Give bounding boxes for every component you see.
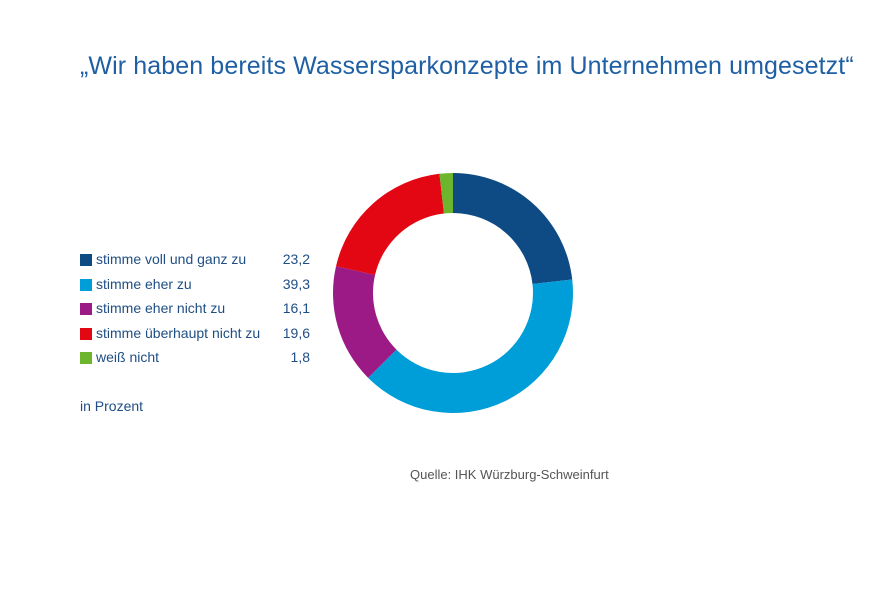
legend-item: weiß nicht 1,8: [80, 348, 310, 373]
legend-item: stimme eher nicht zu 16,1: [80, 299, 310, 324]
donut-slice: [453, 173, 573, 284]
legend-item: stimme überhaupt nicht zu 19,6: [80, 324, 310, 349]
legend-label: stimme eher zu: [96, 275, 192, 292]
legend-swatch: [80, 254, 92, 266]
legend-item: stimme eher zu 39,3: [80, 275, 310, 300]
donut-slice: [439, 173, 453, 214]
source-note: Quelle: IHK Würzburg-Schweinfurt: [410, 467, 609, 482]
chart-title: „Wir haben bereits Wassersparkonzepte im…: [80, 52, 854, 80]
donut-slice: [333, 266, 397, 378]
legend-swatch: [80, 278, 92, 291]
legend-item: stimme voll und ganz zu 23,2: [80, 250, 310, 275]
legend-label: stimme überhaupt nicht zu: [96, 324, 261, 341]
legend-value: 1,8: [290, 349, 310, 365]
legend-value: 23,2: [282, 251, 310, 267]
legend-label: stimme eher nicht zu: [96, 300, 226, 316]
legend-swatch: [80, 352, 92, 364]
legend-value: 19,6: [282, 324, 310, 341]
unit-note: in Prozent: [80, 398, 144, 414]
legend-swatch: [80, 303, 92, 315]
donut-slice: [368, 279, 573, 414]
legend: stimme voll und ganz zu 23,2 stimme eher…: [80, 250, 310, 373]
legend-label: stimme voll und ganz zu: [96, 251, 247, 267]
legend-swatch: [80, 327, 92, 340]
legend-label: weiß nicht: [96, 349, 160, 365]
legend-value: 39,3: [282, 275, 310, 292]
legend-value: 16,1: [282, 300, 310, 316]
donut-slice: [336, 173, 444, 276]
